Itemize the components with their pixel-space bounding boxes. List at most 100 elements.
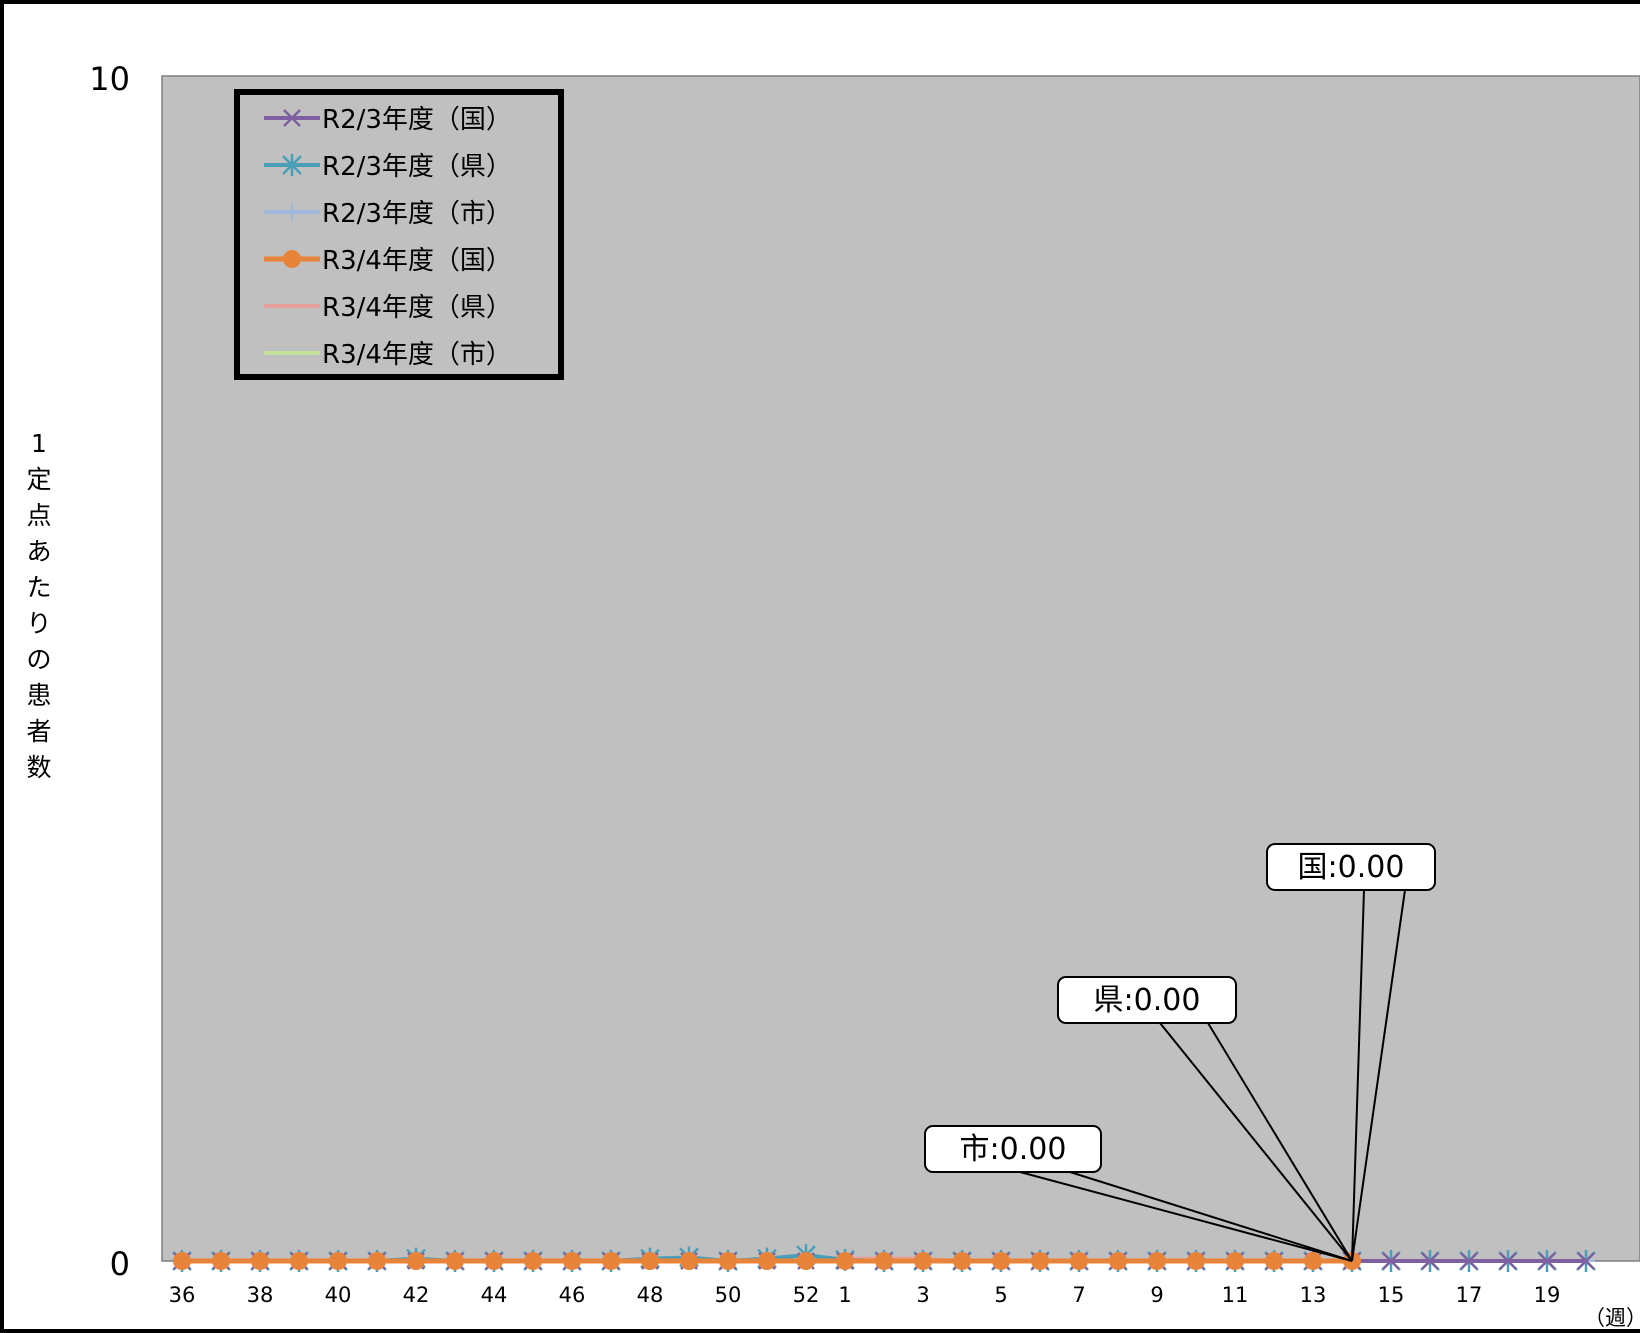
callout-text-1: 国:0.00	[1298, 850, 1405, 885]
y-tick-label-10: 10	[89, 60, 130, 98]
y-tick-label-0: 0	[110, 1245, 130, 1283]
point-4-50	[719, 1252, 737, 1270]
point-4-7	[1070, 1252, 1088, 1270]
x-axis-ticks: 36 38 40 42 44 46 48 50 52 1 3 5 7 9 11 13 15 17 19	[169, 1283, 1561, 1307]
legend-label-3: R2/3年度（市）	[322, 199, 512, 229]
point-4-36	[173, 1252, 191, 1270]
point-1-19	[1538, 1252, 1556, 1270]
x-tick-label-52: 52	[793, 1283, 820, 1307]
x-tick-label-44: 44	[481, 1283, 508, 1307]
x-tick-label-3: 3	[916, 1283, 929, 1307]
point-1-18	[1499, 1252, 1517, 1270]
callout-2: 県:0.00	[1057, 976, 1353, 1262]
point-4-2	[875, 1252, 893, 1270]
x-tick-label-7: 7	[1072, 1283, 1085, 1307]
x-tick-label-48: 48	[637, 1283, 664, 1307]
point-4-48	[641, 1252, 659, 1270]
point-4-12	[1265, 1252, 1283, 1270]
point-4-13	[1304, 1252, 1322, 1270]
x-tick-label-50: 50	[715, 1283, 742, 1307]
point-4-6	[1031, 1252, 1049, 1270]
legend-item-3: R2/3年度（市）	[264, 199, 512, 229]
legend-label-2: R2/3年度（県）	[322, 152, 512, 182]
point-4-51	[758, 1252, 776, 1270]
series-layer	[172, 1244, 1596, 1272]
legend: R2/3年度（国） R2/3年度（県） R2/3年度（市） R3/4年度（国） R3/4…	[234, 89, 564, 380]
point-4-9	[1148, 1252, 1166, 1270]
y-axis-label-char: 1	[31, 429, 47, 458]
point-4-3	[914, 1252, 932, 1270]
x-axis-unit: （週）	[1584, 1306, 1640, 1330]
legend-label-4: R3/4年度（国）	[322, 246, 512, 276]
point-4-46	[563, 1252, 581, 1270]
point-4-43	[446, 1252, 464, 1270]
callout-3: 市:0.00	[924, 1125, 1353, 1262]
point-4-37	[212, 1252, 230, 1270]
legend-item-2: R2/3年度（県）	[264, 152, 512, 182]
point-1-17	[1460, 1252, 1478, 1270]
y-axis-label-char: の	[26, 645, 51, 674]
callout-leader-3	[1019, 1171, 1353, 1262]
y-axis-label-char: 患	[26, 681, 51, 710]
x-tick-label-5: 5	[994, 1283, 1007, 1307]
point-4-42	[407, 1252, 425, 1270]
point-4-40	[329, 1252, 347, 1270]
point-1-16	[1421, 1252, 1439, 1270]
x-tick-label-40: 40	[325, 1283, 352, 1307]
y-axis-label-char: た	[26, 573, 51, 602]
legend-item-4: R3/4年度（国）	[264, 246, 512, 276]
y-axis-label-char: あ	[26, 537, 51, 566]
legend-marker-2	[282, 154, 302, 176]
point-4-10	[1187, 1252, 1205, 1270]
legend-label-6: R3/4年度（市）	[322, 340, 512, 370]
point-4-52	[797, 1252, 815, 1270]
x-tick-label-9: 9	[1150, 1283, 1163, 1307]
legend-box	[234, 89, 564, 380]
annotations: 国:0.00 県:0.00 市:0.00	[924, 843, 1436, 1262]
point-4-39	[290, 1252, 308, 1270]
callout-box-2	[1057, 976, 1237, 1024]
point-1-15	[1382, 1252, 1400, 1270]
legend-item-1: R2/3年度（国）	[264, 105, 512, 135]
x-tick-label-15: 15	[1378, 1283, 1405, 1307]
y-axis-label-char: 者	[26, 717, 51, 746]
legend-label-1: R2/3年度（国）	[322, 105, 512, 135]
point-1-20	[1577, 1252, 1595, 1270]
x-tick-label-13: 13	[1300, 1283, 1327, 1307]
point-4-8	[1109, 1252, 1127, 1270]
x-tick-label-17: 17	[1456, 1283, 1483, 1307]
x-tick-label-1: 1	[838, 1283, 851, 1307]
x-tick-label-42: 42	[403, 1283, 430, 1307]
point-4-41	[368, 1252, 386, 1270]
point-4-11	[1226, 1252, 1244, 1270]
x-tick-label-46: 46	[559, 1283, 586, 1307]
callout-box-1	[1266, 843, 1436, 891]
point-4-44	[485, 1252, 503, 1270]
callout-1: 国:0.00	[1266, 843, 1436, 1262]
callout-text-3: 市:0.00	[960, 1132, 1067, 1167]
y-axis-label-char: 定	[26, 465, 51, 494]
legend-item-6: R3/4年度（市）	[264, 340, 512, 370]
series-4	[173, 1252, 1361, 1270]
legend-item-5: R3/4年度（県）	[264, 293, 512, 323]
point-4-4	[953, 1252, 971, 1270]
point-4-45	[524, 1252, 542, 1270]
legend-label-5: R3/4年度（県）	[322, 293, 512, 323]
callout-text-2: 県:0.00	[1094, 983, 1201, 1018]
point-4-5	[992, 1252, 1010, 1270]
point-4-1	[836, 1252, 854, 1270]
callout-box-3	[924, 1125, 1102, 1173]
x-tick-label-19: 19	[1534, 1283, 1561, 1307]
legend-marker-4	[283, 250, 301, 268]
point-4-47	[602, 1252, 620, 1270]
point-4-49	[680, 1252, 698, 1270]
legend-marker-1	[283, 109, 301, 127]
y-axis-label-char: 数	[26, 753, 51, 782]
y-axis-label-char: り	[26, 609, 51, 638]
x-tick-label-38: 38	[247, 1283, 274, 1307]
x-tick-label-36: 36	[169, 1283, 196, 1307]
x-tick-label-11: 11	[1222, 1283, 1249, 1307]
point-4-38	[251, 1252, 269, 1270]
